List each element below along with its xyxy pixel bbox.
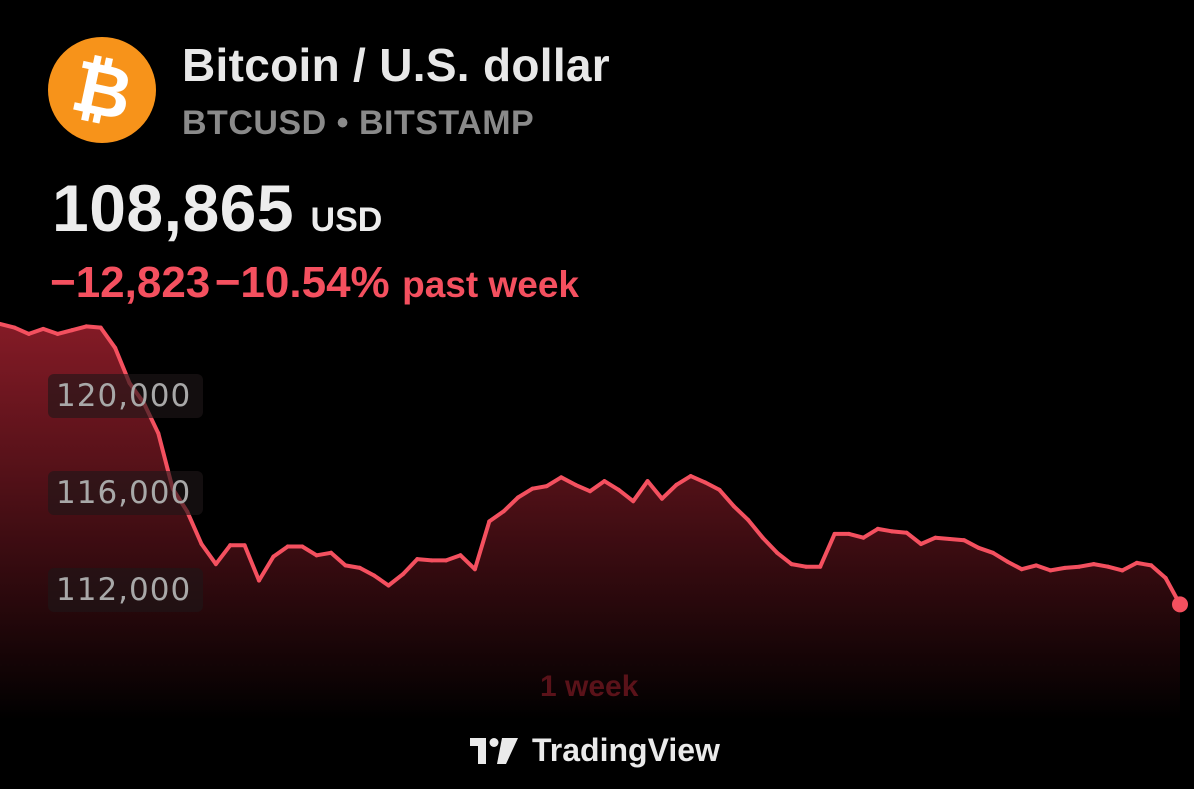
tradingview-logo-icon: [470, 737, 518, 764]
price-line-segment: [1134, 560, 1154, 568]
price-line-segment: [588, 479, 607, 494]
time-range-label[interactable]: 1 week: [540, 670, 639, 703]
price-line-segment: [1005, 559, 1024, 572]
price-line-segment: [674, 474, 693, 487]
bitcoin-logo: ₿: [48, 37, 156, 143]
price-line-segment: [760, 535, 780, 555]
tradingview-wordmark: TradingView: [532, 732, 720, 768]
price-line-segment: [213, 543, 233, 567]
price-line-segment: [199, 542, 218, 567]
tradingview-branding[interactable]: TradingView: [470, 732, 720, 769]
price-line-segment: [1077, 562, 1096, 569]
price-line-segment: [12, 325, 31, 336]
price-change: −12,823 −10.54% past week: [50, 258, 579, 308]
price-line-segment: [875, 526, 895, 534]
price-line-segment: [257, 554, 276, 583]
price-line-segment: [847, 531, 866, 540]
price-line-segment: [487, 509, 506, 524]
price-line-segment: [616, 487, 636, 504]
price-line-segment: [41, 326, 60, 336]
price-line-segment: [300, 544, 319, 558]
price-line-segment: [98, 325, 118, 350]
change-percent: −10.54%: [214, 258, 390, 307]
price-line-segment: [343, 563, 362, 570]
price-line-segment: [1019, 563, 1039, 572]
price-line-segment: [746, 518, 765, 540]
price-line-segment: [530, 484, 549, 491]
symbol-title: Bitcoin / U.S. dollar: [182, 39, 611, 91]
price-currency: USD: [310, 201, 383, 239]
change-period: past week: [402, 264, 579, 305]
price-value: 108,865: [52, 171, 295, 245]
price-line-segment: [357, 565, 377, 578]
price-line-segment: [976, 545, 995, 555]
price-line-segment: [731, 504, 751, 523]
price-line-segment: [458, 553, 477, 572]
price-line-segment: [1120, 560, 1139, 573]
price-line-segment: [962, 538, 981, 550]
y-tick-label: 120,000: [48, 374, 203, 418]
price-line-segment: [1106, 564, 1125, 573]
price-line-segment: [559, 475, 578, 487]
price-line-segment: [602, 479, 621, 492]
price-line-segment: [400, 557, 420, 577]
price-line-segment: [501, 495, 520, 514]
price-line-segment: [890, 529, 909, 535]
chart-area-fill: [0, 323, 1180, 720]
price-line-segment: [919, 535, 938, 546]
price-line-segment: [544, 475, 564, 489]
price-line-segment: [1048, 565, 1067, 573]
price-line-segment: [329, 550, 348, 568]
price-line-segment: [660, 482, 679, 501]
price-line-segment: [861, 526, 880, 540]
last-price-marker[interactable]: [1172, 596, 1188, 613]
price-line-segment: [70, 324, 89, 333]
change-absolute: −12,823: [50, 258, 211, 307]
price-line-segment: [904, 530, 923, 546]
price-line-segment: [516, 486, 535, 500]
y-tick-label: 112,000: [48, 568, 203, 612]
price-line-segment: [933, 535, 952, 541]
price-line-segment: [1091, 562, 1110, 569]
price-line-segment: [947, 537, 967, 543]
price-line-segment: [818, 531, 837, 569]
price-line-segment: [1062, 564, 1082, 570]
price-line-segment: [314, 550, 333, 558]
price-line-segment: [84, 324, 103, 330]
price-line-segment: [242, 543, 261, 583]
price-line-segment: [775, 550, 794, 567]
symbol-subtitle: BTCUSD • BITSTAMP: [182, 104, 535, 142]
price-line-segment: [789, 562, 808, 569]
price-line-segment: [645, 479, 664, 501]
price-line-segment: [444, 553, 463, 563]
price-line-segment: [703, 480, 722, 492]
price-line-segment: [990, 550, 1010, 564]
price-line-segment: [55, 328, 74, 336]
price-line-segment: [688, 474, 708, 485]
price-line-segment: [472, 519, 492, 572]
price-line-segment: [26, 326, 46, 336]
price-line-segment: [372, 573, 391, 588]
price-line-segment: [386, 572, 405, 588]
price-line-segment: [1034, 563, 1053, 573]
price-line-segment: [573, 482, 592, 494]
price-display: 108,865 USD: [52, 170, 382, 246]
y-tick-label: 116,000: [48, 471, 203, 515]
price-line-segment: [0, 321, 17, 330]
price-line-segment: [717, 487, 736, 509]
price-line-segment: [631, 479, 650, 504]
price-line-segment: [1149, 563, 1168, 580]
price-line-segment: [185, 509, 204, 546]
price-line-segment: [415, 557, 434, 563]
price-line-segment: [271, 544, 290, 559]
